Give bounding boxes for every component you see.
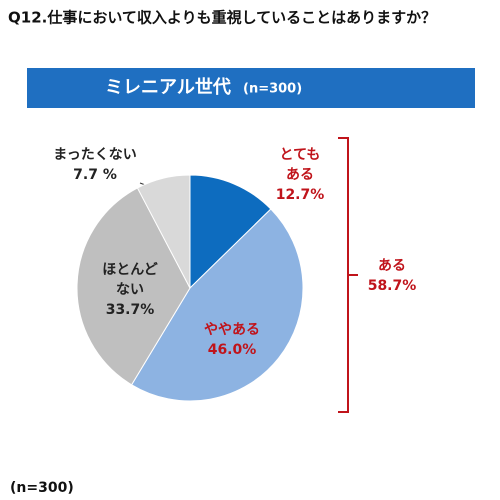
banner bbox=[27, 68, 475, 108]
bracket bbox=[338, 137, 358, 413]
subtitle-note: (n=300) bbox=[243, 82, 302, 97]
pie-slice bbox=[189, 174, 272, 290]
value-label: 33.7% bbox=[106, 302, 155, 318]
pie-slice bbox=[130, 208, 304, 402]
chart-subtitle: ミレニアル世代 bbox=[105, 77, 231, 98]
pie-slice bbox=[136, 174, 191, 289]
slice-label: ややある bbox=[204, 322, 260, 338]
slice-label: ない bbox=[116, 282, 144, 298]
footnote: (n=300) bbox=[10, 480, 74, 496]
pie-slice bbox=[76, 187, 191, 386]
value-label: 46.0% bbox=[208, 342, 257, 358]
value-label: 7.7 % bbox=[73, 167, 117, 183]
bracket-label: ある bbox=[378, 258, 406, 274]
slice-label: まったくない bbox=[53, 147, 136, 163]
slice-label: ほとんど bbox=[102, 262, 158, 278]
value-label: 12.7% bbox=[276, 187, 325, 203]
bracket-value: 58.7% bbox=[368, 278, 417, 294]
slice-label: ある bbox=[286, 167, 314, 183]
chart-title: Q12.仕事において収入よりも重視していることはありますか？ bbox=[8, 9, 436, 27]
slice-label: とても bbox=[280, 147, 321, 163]
